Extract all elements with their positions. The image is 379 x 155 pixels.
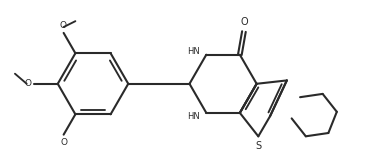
Text: O: O (59, 21, 66, 30)
Text: S: S (255, 141, 262, 151)
Text: HN: HN (187, 47, 200, 56)
Text: O: O (240, 17, 248, 27)
Text: O: O (60, 138, 67, 147)
Text: HN: HN (187, 112, 200, 121)
Text: O: O (25, 79, 32, 88)
